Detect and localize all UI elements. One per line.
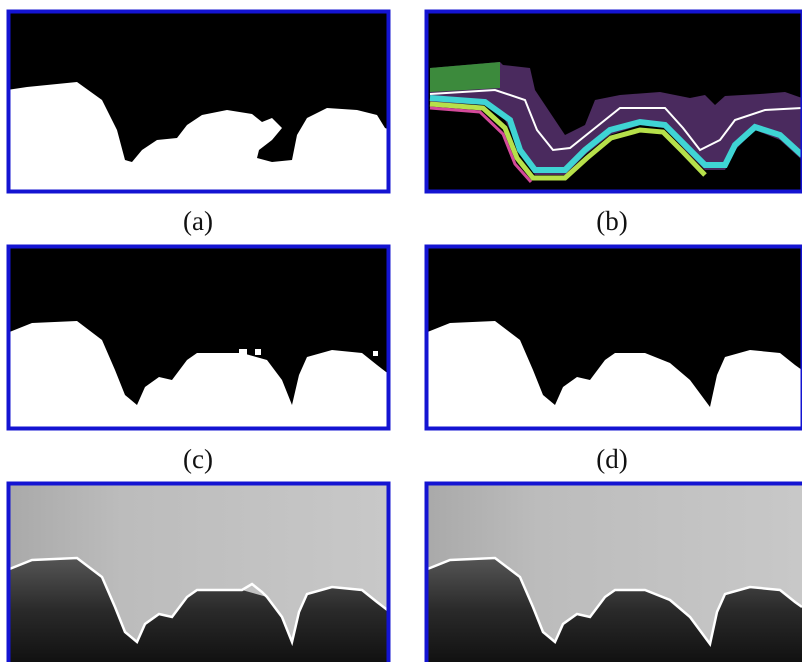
panel-b bbox=[425, 10, 802, 193]
caption: (b) bbox=[596, 206, 627, 236]
panel-e bbox=[7, 482, 390, 662]
panel-c bbox=[7, 245, 390, 430]
panel-d bbox=[425, 245, 802, 430]
panel-a bbox=[7, 10, 390, 193]
figure-page: {"captions": ["(a)", "(b)", "(c)", "(d)"… bbox=[0, 0, 802, 662]
figure: (a) (b) (c) (d) bbox=[0, 0, 802, 662]
panel-f bbox=[425, 482, 802, 662]
caption: (d) bbox=[596, 444, 627, 474]
caption: (c) bbox=[183, 444, 213, 474]
caption: (a) bbox=[183, 206, 213, 236]
